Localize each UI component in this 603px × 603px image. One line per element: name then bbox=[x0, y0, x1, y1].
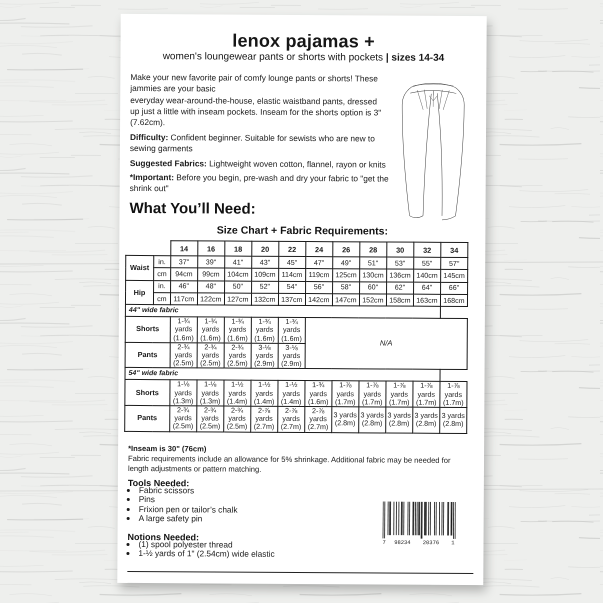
svg-text:20376: 20376 bbox=[423, 539, 439, 545]
svg-text:1: 1 bbox=[451, 539, 454, 545]
svg-text:98234: 98234 bbox=[394, 539, 410, 546]
svg-text:7: 7 bbox=[383, 539, 386, 546]
